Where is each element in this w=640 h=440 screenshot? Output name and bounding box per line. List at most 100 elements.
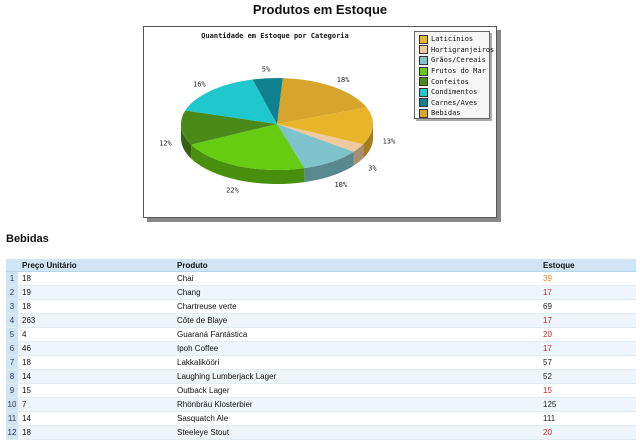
cell-produto: Chai	[173, 271, 539, 286]
pie-slice-side	[191, 144, 305, 184]
pie-slice	[277, 78, 367, 124]
cell-preco: 7	[18, 397, 173, 412]
cell-estoque: 69	[539, 299, 636, 314]
table-row[interactable]: 4 263 Côte de Blaye 17	[6, 313, 636, 328]
legend-label: Hortigranjeiros	[431, 45, 495, 54]
table-row[interactable]: 10 7 Rhönbräu Klosterbier 125	[6, 397, 636, 412]
cell-preco: 18	[18, 355, 173, 370]
cell-produto: Ipoh Coffee	[173, 341, 539, 356]
cell-produto: Côte de Blaye	[173, 313, 539, 328]
slice-percent-label: 22%	[226, 186, 239, 194]
cell-estoque: 39	[539, 271, 636, 286]
cell-estoque: 17	[539, 341, 636, 356]
chart-legend: Laticínios Hortigranjeiros Grãos/Cereais Fr…	[414, 31, 494, 119]
table-row[interactable]: 2 19 Chang 17	[6, 285, 636, 300]
row-number-header	[6, 259, 18, 272]
legend-item: Carnes/Aves	[419, 98, 489, 109]
legend-item: Hortigranjeiros	[419, 45, 494, 56]
legend-item: Grãos/Cereais	[419, 55, 489, 66]
slice-percent-label: 3%	[368, 164, 377, 172]
cell-produto: Sasquatch Ale	[173, 411, 539, 426]
cell-preco: 19	[18, 285, 173, 300]
table-row[interactable]: 6 46 Ipoh Coffee 17	[6, 341, 636, 356]
table-row[interactable]: 3 18 Chartreuse verte 69	[6, 299, 636, 314]
legend-item: Bebidas	[419, 108, 489, 119]
column-header-preco[interactable]: Preço Unitário	[18, 259, 173, 272]
table-row[interactable]: 1 18 Chai 39	[6, 271, 636, 286]
column-header-produto[interactable]: Produto	[173, 259, 539, 272]
legend-label: Grãos/Cereais	[431, 56, 486, 65]
pie-slice-side	[363, 124, 373, 159]
cell-preco: 15	[18, 383, 173, 398]
legend-label: Frutos do Mar	[431, 67, 486, 76]
cell-produto: Chartreuse verte	[173, 299, 539, 314]
pie-slice	[277, 107, 373, 145]
pie-slice	[181, 110, 277, 145]
cell-estoque: 111	[539, 411, 636, 426]
table-row[interactable]: 11 14 Sasquatch Ale 111	[6, 411, 636, 426]
slice-percent-label: 13%	[383, 138, 396, 146]
section-title: Bebidas	[6, 233, 49, 245]
pie-slice	[277, 124, 354, 169]
pie-chart-panel: Quantidade em Estoque por Categoria 18% 1…	[143, 26, 497, 218]
row-number: 8	[6, 369, 18, 384]
cell-preco: 4	[18, 327, 173, 342]
pie-slice-side	[304, 151, 354, 183]
legend-label: Bebidas	[431, 109, 461, 118]
cell-estoque: 17	[539, 313, 636, 328]
row-number: 9	[6, 383, 18, 398]
legend-label: Laticínios	[431, 35, 474, 44]
pie-slice-side	[353, 144, 364, 166]
column-header-estoque[interactable]: Estoque	[539, 259, 636, 272]
page-title: Produtos em Estoque	[252, 2, 388, 17]
row-number: 2	[6, 285, 18, 300]
legend-item: Frutos do Mar	[419, 66, 489, 77]
slice-percent-label: 5%	[262, 65, 271, 73]
cell-estoque: 20	[539, 327, 636, 342]
legend-swatch	[419, 45, 428, 55]
legend-swatch	[419, 34, 428, 44]
legend-label: Confeitos	[431, 77, 469, 86]
cell-estoque: 57	[539, 355, 636, 370]
legend-swatch	[419, 87, 428, 97]
products-table: Preço Unitário Produto Estoque 1 18 Chai 39…	[6, 259, 636, 440]
pie-slice	[252, 78, 283, 124]
cell-preco: 18	[18, 299, 173, 314]
cell-estoque: 125	[539, 397, 636, 412]
cell-produto: Lakkalikööri	[173, 355, 539, 370]
cell-preco: 14	[18, 369, 173, 384]
cell-produto: Laughing Lumberjack Lager	[173, 369, 539, 384]
legend-label: Condimentos	[431, 88, 478, 97]
pie-slice-side	[181, 124, 192, 159]
slice-percent-label: 12%	[159, 140, 172, 148]
table-row[interactable]: 9 15 Outback Lager 15	[6, 383, 636, 398]
legend-swatch	[419, 108, 428, 118]
legend-label: Carnes/Aves	[431, 98, 478, 107]
row-number: 10	[6, 397, 18, 412]
slice-percent-label: 16%	[193, 81, 206, 89]
cell-preco: 263	[18, 313, 173, 328]
table-header-row: Preço Unitário Produto Estoque	[6, 259, 636, 272]
cell-produto: Guaraná Fantástica	[173, 327, 539, 342]
table-row[interactable]: 5 4 Guaraná Fantástica 20	[6, 327, 636, 342]
cell-produto: Outback Lager	[173, 383, 539, 398]
cell-estoque: 17	[539, 285, 636, 300]
row-number: 7	[6, 355, 18, 370]
cell-estoque: 52	[539, 369, 636, 384]
chart-title: Quantidade em Estoque por Categoria	[201, 32, 349, 40]
pie-slice	[277, 124, 364, 152]
row-number: 3	[6, 299, 18, 314]
row-number: 6	[6, 341, 18, 356]
pie-slice	[191, 124, 305, 170]
cell-produto: Chang	[173, 285, 539, 300]
slice-percent-label: 10%	[334, 181, 347, 189]
legend-swatch	[419, 66, 428, 76]
legend-swatch	[419, 98, 428, 108]
legend-swatch	[419, 55, 428, 65]
table-row[interactable]: 8 14 Laughing Lumberjack Lager 52	[6, 369, 636, 384]
row-number: 1	[6, 271, 18, 286]
table-row[interactable]: 7 18 Lakkalikööri 57	[6, 355, 636, 370]
row-number: 5	[6, 327, 18, 342]
legend-item: Condimentos	[419, 87, 489, 98]
legend-item: Confeitos	[419, 76, 489, 87]
